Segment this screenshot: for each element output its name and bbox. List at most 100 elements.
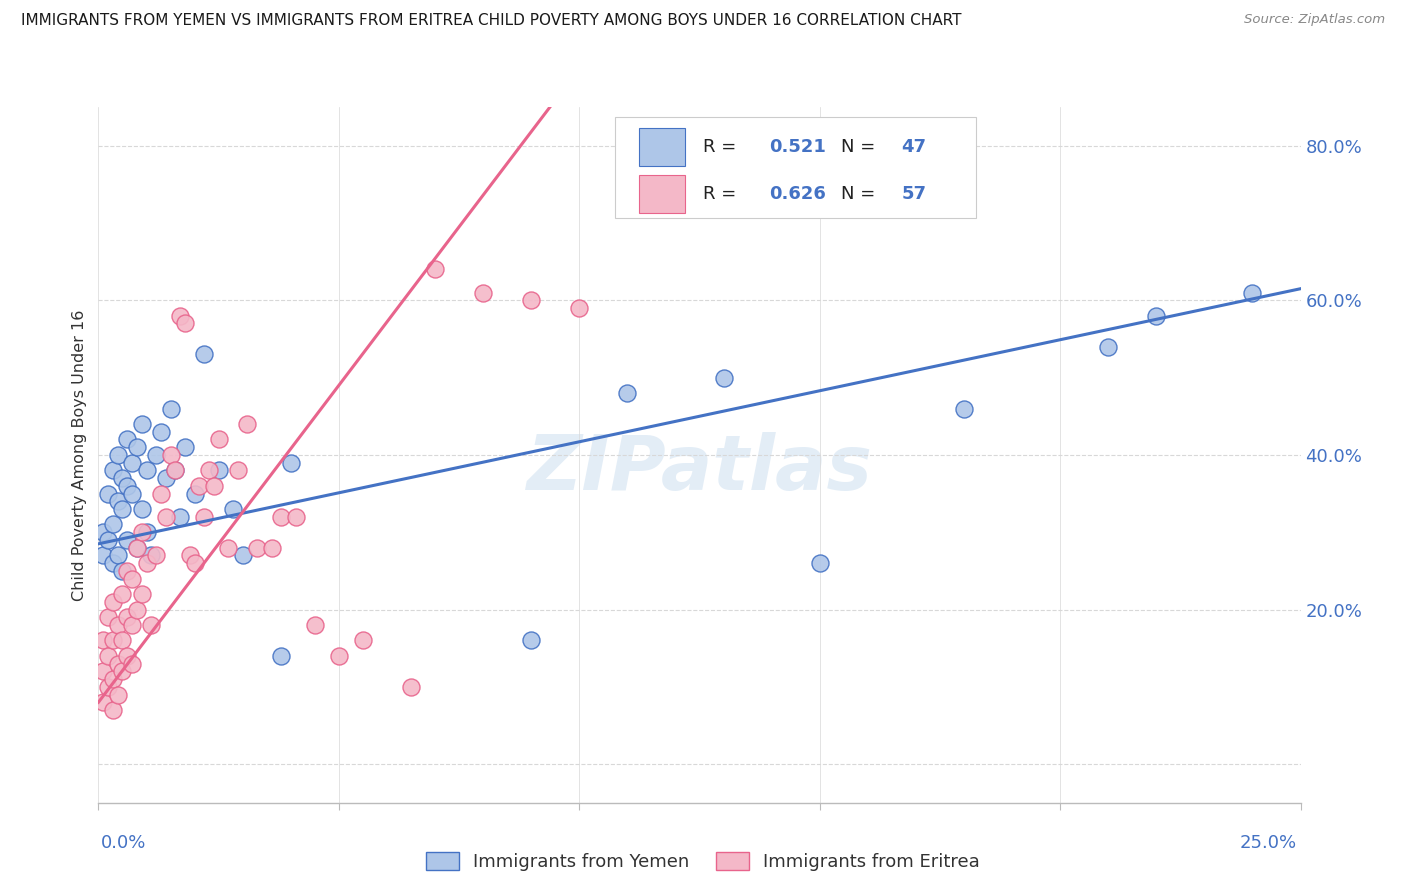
Point [198, 463, 221, 477]
Point [202, 479, 225, 493]
Point [149, 425, 172, 439]
Point [131, 525, 153, 540]
Text: 47: 47 [901, 138, 927, 156]
Point [1241, 285, 1264, 300]
Point [131, 587, 153, 601]
Point [183, 556, 205, 570]
Point [117, 533, 139, 547]
Point [953, 401, 976, 416]
Point [91, 633, 114, 648]
Text: N =: N = [841, 186, 882, 203]
Point [193, 347, 215, 361]
Point [188, 479, 211, 493]
Point [616, 386, 638, 401]
Point [193, 509, 215, 524]
Point [117, 479, 139, 493]
Point [217, 541, 239, 555]
FancyBboxPatch shape [616, 118, 976, 219]
Point [159, 448, 181, 462]
Text: Source: ZipAtlas.com: Source: ZipAtlas.com [1244, 13, 1385, 27]
Point [155, 471, 177, 485]
Text: 0.0%: 0.0% [101, 834, 146, 852]
Point [179, 549, 201, 563]
Point [101, 595, 124, 609]
Point [121, 486, 143, 500]
Point [97, 486, 120, 500]
Point [208, 463, 231, 477]
Point [135, 525, 157, 540]
Point [121, 456, 143, 470]
Point [131, 417, 153, 431]
Text: R =: R = [703, 138, 742, 156]
Point [107, 494, 129, 508]
Y-axis label: Child Poverty Among Boys Under 16: Child Poverty Among Boys Under 16 [72, 310, 87, 600]
Point [111, 633, 134, 648]
Point [107, 657, 129, 671]
Point [125, 541, 148, 555]
Point [270, 648, 292, 663]
Point [280, 456, 302, 470]
Point [352, 633, 374, 648]
Point [131, 502, 153, 516]
Text: R =: R = [703, 186, 742, 203]
Point [236, 417, 259, 431]
Point [117, 564, 139, 578]
Point [117, 610, 139, 624]
Point [111, 665, 134, 679]
Text: ZIPatlas: ZIPatlas [526, 432, 873, 506]
Point [155, 509, 177, 524]
Point [169, 509, 191, 524]
Point [111, 587, 134, 601]
Point [520, 633, 543, 648]
Point [328, 648, 350, 663]
Point [472, 285, 495, 300]
Point [713, 370, 735, 384]
Point [520, 293, 543, 308]
Point [568, 301, 591, 315]
Point [169, 309, 191, 323]
Point [141, 618, 163, 632]
Point [101, 703, 124, 717]
Point [149, 486, 172, 500]
Point [101, 517, 124, 532]
Point [232, 549, 254, 563]
Point [141, 549, 163, 563]
Text: IMMIGRANTS FROM YEMEN VS IMMIGRANTS FROM ERITREA CHILD POVERTY AMONG BOYS UNDER : IMMIGRANTS FROM YEMEN VS IMMIGRANTS FROM… [21, 13, 962, 29]
Point [101, 633, 124, 648]
Point [125, 541, 148, 555]
Point [111, 502, 134, 516]
Point [222, 502, 245, 516]
Point [1097, 340, 1119, 354]
Point [97, 648, 120, 663]
Point [117, 648, 139, 663]
Point [91, 665, 114, 679]
Point [107, 549, 129, 563]
Point [111, 564, 134, 578]
Bar [640, 175, 685, 213]
Point [808, 556, 831, 570]
Point [423, 262, 446, 277]
Point [304, 618, 326, 632]
Point [97, 680, 120, 694]
Point [91, 695, 114, 709]
Point [165, 463, 187, 477]
Text: 57: 57 [901, 186, 927, 203]
Point [165, 463, 187, 477]
Text: N =: N = [841, 138, 882, 156]
Point [159, 401, 181, 416]
Point [97, 533, 120, 547]
Point [97, 610, 120, 624]
Point [135, 556, 157, 570]
Point [125, 440, 148, 454]
Point [145, 448, 167, 462]
Text: 25.0%: 25.0% [1239, 834, 1296, 852]
Point [107, 688, 129, 702]
Point [107, 448, 129, 462]
Legend: Immigrants from Yemen, Immigrants from Eritrea: Immigrants from Yemen, Immigrants from E… [419, 846, 987, 879]
Point [101, 556, 124, 570]
Point [226, 463, 249, 477]
Point [260, 541, 283, 555]
Point [91, 549, 114, 563]
Point [284, 509, 307, 524]
Text: 0.626: 0.626 [769, 186, 827, 203]
